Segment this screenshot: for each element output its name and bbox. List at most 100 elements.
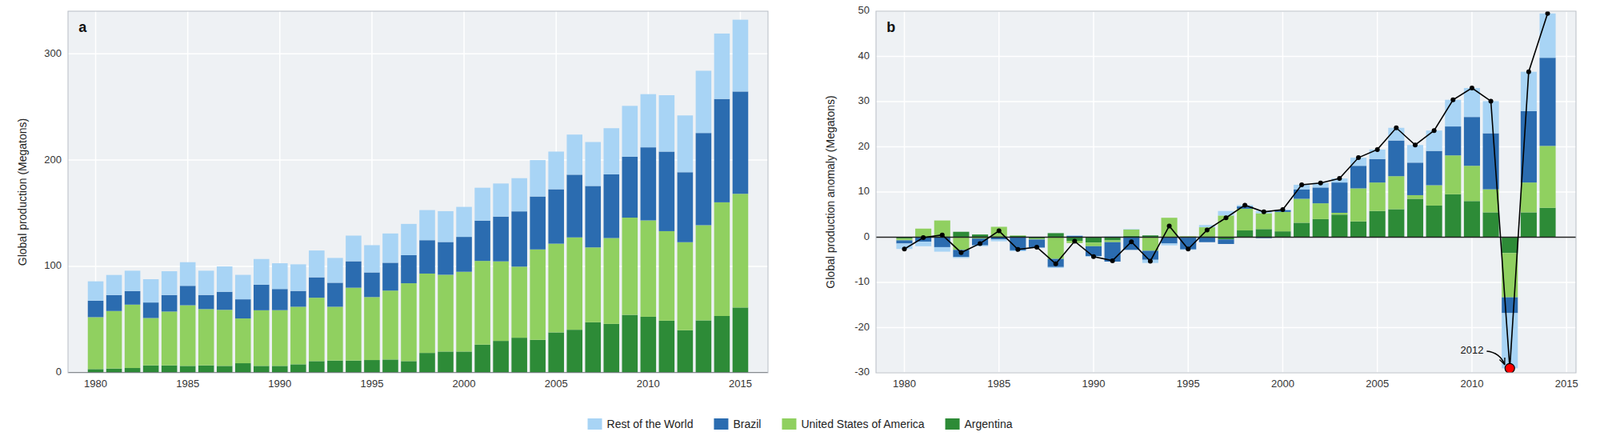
bar-segment <box>732 91 749 194</box>
bar-segment <box>1048 259 1064 268</box>
y-axis-label: Global production (Megatons) <box>16 118 29 266</box>
grid-line-x <box>1282 11 1284 373</box>
bar-segment <box>548 244 564 333</box>
bar-segment <box>1426 130 1443 151</box>
legend-swatch <box>713 418 728 430</box>
bar-segment <box>327 257 344 283</box>
line-marker <box>901 246 907 252</box>
bar-segment <box>198 308 215 365</box>
bar-segment <box>714 99 731 203</box>
bar-segment <box>659 95 676 152</box>
bar-segment <box>584 142 601 187</box>
annotation-arrow <box>1486 351 1504 365</box>
y-tick-label: 200 <box>44 153 62 166</box>
line-marker <box>996 228 1002 234</box>
bar-segment <box>235 275 252 300</box>
bar-segment <box>1407 195 1424 200</box>
bar-segment <box>216 292 233 311</box>
bar-segment <box>566 237 583 330</box>
bar-segment <box>106 311 123 369</box>
annotation-text: 2012 <box>1460 344 1484 356</box>
bar-segment <box>345 288 362 361</box>
bar-segment <box>622 217 639 316</box>
bar-segment <box>1350 165 1367 188</box>
bar-segment <box>1161 217 1178 237</box>
line-marker <box>1110 258 1116 264</box>
bar-segment <box>161 365 178 373</box>
line-marker <box>1167 223 1172 228</box>
x-tick-label: 2015 <box>728 377 752 390</box>
bar-segment <box>1539 208 1556 238</box>
x-tick-label: 1995 <box>360 377 384 390</box>
y-tick-label: 40 <box>858 49 870 62</box>
legend-label: Argentina <box>964 417 1013 431</box>
line-marker <box>1034 244 1040 250</box>
bar-segment <box>272 263 288 289</box>
bar-segment <box>345 261 362 288</box>
chart-panel: 0100200300198019851990199520002005201020… <box>16 11 768 390</box>
x-tick-label: 2015 <box>1555 377 1579 390</box>
bar-segment <box>180 365 196 373</box>
x-tick-label: 1980 <box>892 377 916 390</box>
x-tick-label: 2000 <box>1271 377 1295 390</box>
bar-segment <box>952 249 969 257</box>
bar-segment <box>1085 242 1102 247</box>
highlight-point <box>1504 363 1515 373</box>
bar-segment <box>714 33 731 100</box>
bar-segment <box>327 282 344 307</box>
bar-segment <box>732 193 749 308</box>
bar-segment <box>474 260 491 345</box>
bar-segment <box>1426 185 1443 206</box>
bar-segment <box>1293 198 1310 223</box>
bar-segment <box>1236 208 1253 231</box>
bar-segment <box>1048 237 1064 260</box>
bar-segment <box>1048 232 1064 237</box>
bar-segment <box>161 271 178 296</box>
bar-segment <box>1274 212 1291 232</box>
line-marker <box>1185 246 1191 252</box>
bar-segment <box>327 306 344 360</box>
bar-segment <box>437 211 454 243</box>
grid-line-y <box>876 56 1576 58</box>
bar-segment <box>216 365 233 373</box>
bar-segment <box>198 295 215 310</box>
bar-segment <box>1407 162 1424 196</box>
bar-segment <box>308 297 325 361</box>
bar-segment <box>696 224 712 320</box>
bar-segment <box>180 305 196 367</box>
bar-segment <box>106 368 123 373</box>
bar-segment <box>106 275 123 296</box>
bar-segment <box>419 273 436 353</box>
bar-segment <box>456 207 472 237</box>
bar-segment <box>548 151 564 189</box>
bar-segment <box>1520 212 1537 237</box>
bar-segment <box>161 311 178 365</box>
bar-segment <box>216 309 233 366</box>
bar-segment <box>1331 214 1348 237</box>
bar-segment <box>143 302 160 318</box>
y-tick-label: 30 <box>858 94 870 107</box>
bar-segment <box>1444 100 1461 127</box>
y-tick-label: 300 <box>44 47 62 60</box>
bar-segment <box>1369 182 1386 212</box>
bar-segment <box>419 210 436 241</box>
bar-segment <box>400 360 417 373</box>
grid-line-x <box>1092 11 1095 373</box>
bar-segment <box>474 220 491 261</box>
line-marker <box>1053 261 1059 267</box>
grid-line-x <box>998 11 1000 373</box>
x-tick-label: 2005 <box>544 377 568 390</box>
bar-segment <box>566 134 583 175</box>
line-marker <box>1336 176 1342 181</box>
bar-segment <box>253 365 270 373</box>
bar-segment <box>603 174 620 239</box>
bar-segment <box>1217 239 1234 244</box>
bar-segment <box>511 266 528 338</box>
bar-segment <box>1331 212 1348 215</box>
bar-segment <box>235 299 252 319</box>
bar-segment <box>1274 231 1291 237</box>
x-tick-label: 1990 <box>268 377 292 390</box>
line-marker <box>1375 147 1380 152</box>
line-marker <box>1299 182 1304 188</box>
bar-segment <box>88 316 104 369</box>
